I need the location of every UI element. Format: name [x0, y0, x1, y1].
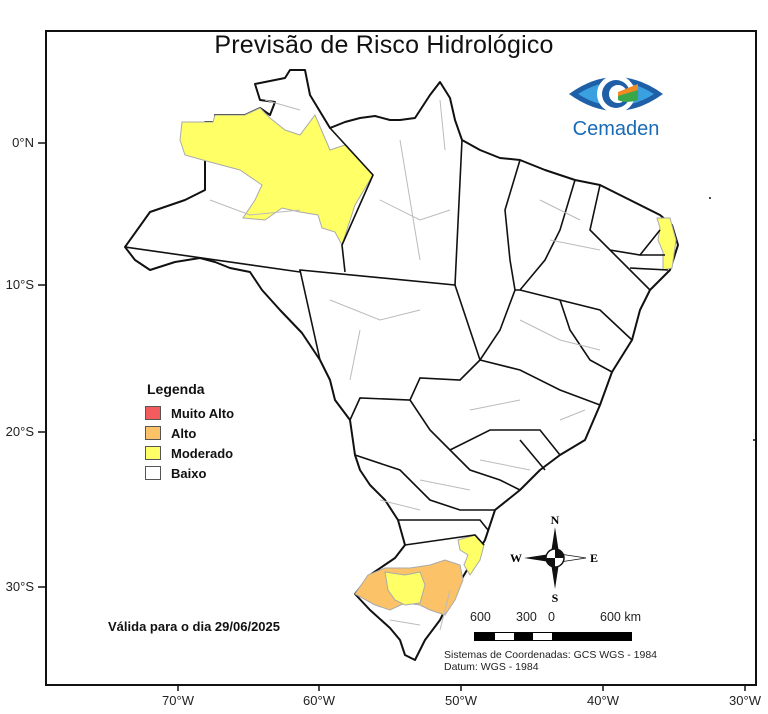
datum-line: Datum: WGS - 1984 [444, 661, 539, 673]
moderate-region-amazonas [179, 107, 374, 247]
lat-tick-label: 10°S [5, 277, 34, 292]
compass-n: N [551, 513, 560, 527]
swatch-alto [145, 426, 161, 440]
lon-tick-label: 60°W [303, 693, 335, 708]
crs-line: Sistemas de Coordenadas: GCS WGS - 1984 [444, 649, 658, 661]
lon-tick-label: 30°W [729, 693, 761, 708]
logo-text: Cemaden [572, 118, 660, 140]
lon-tick-label: 70°W [162, 693, 194, 708]
compass-w: W [510, 551, 522, 565]
state-borders [124, 127, 669, 546]
legend-item: Alto [145, 423, 234, 443]
legend-label: Alto [171, 425, 197, 441]
map-frame [45, 30, 757, 686]
lat-tick-label: 30°S [5, 579, 34, 594]
legend-label: Baixo [171, 465, 207, 481]
compass-s: S [552, 591, 559, 603]
map-title: Previsão de Risco Hidrológico [214, 31, 554, 59]
lat-tick-label: 0°N [12, 135, 34, 150]
scale-bar [474, 632, 632, 641]
axis-ticks [38, 142, 746, 691]
lon-tick-label: 50°W [445, 693, 477, 708]
legend: Legenda Muito Alto Alto Moderado Baixo [145, 381, 234, 483]
swatch-moderado [145, 446, 161, 460]
coordinate-system-note: Sistemas de Coordenadas: GCS WGS - 1984 … [444, 649, 657, 673]
compass-e: E [590, 551, 598, 565]
scale-label: 600 km [600, 610, 641, 624]
legend-label: Moderado [171, 445, 234, 461]
eye-logo-icon [569, 75, 663, 113]
compass-rose-icon: N S W E [510, 513, 598, 603]
legend-item: Muito Alto [145, 403, 234, 423]
scale-label: 0 [548, 610, 555, 624]
swatch-muito-alto [145, 406, 161, 420]
lat-tick-label: 20°S [5, 424, 34, 439]
scale-label: 600 [470, 610, 491, 624]
legend-item: Moderado [145, 443, 234, 463]
legend-item: Baixo [145, 463, 234, 483]
validity-date: Válida para o dia 29/06/2025 [108, 619, 280, 634]
region-borders [209, 99, 601, 631]
moderate-region-rio-grande-do-sul [384, 571, 426, 606]
swatch-baixo [145, 466, 161, 480]
cemaden-logo: Cemaden [566, 68, 666, 148]
scale-label: 300 [516, 610, 537, 624]
lon-tick-label: 40°W [587, 693, 619, 708]
legend-title: Legenda [147, 381, 205, 397]
legend-label: Muito Alto [171, 405, 235, 421]
